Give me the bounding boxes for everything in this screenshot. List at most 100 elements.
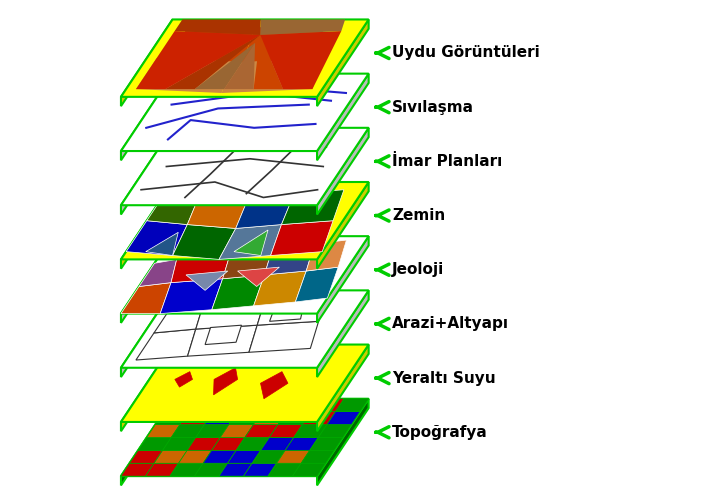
- Polygon shape: [317, 19, 369, 106]
- Polygon shape: [147, 424, 180, 437]
- Polygon shape: [165, 35, 260, 89]
- Polygon shape: [236, 194, 294, 228]
- Polygon shape: [245, 424, 278, 437]
- Polygon shape: [154, 450, 187, 463]
- Text: İmar Planları: İmar Planları: [392, 154, 502, 169]
- Polygon shape: [234, 230, 268, 255]
- Polygon shape: [260, 372, 288, 399]
- Polygon shape: [188, 194, 249, 228]
- Polygon shape: [196, 424, 229, 437]
- Polygon shape: [129, 450, 163, 463]
- Polygon shape: [121, 345, 369, 422]
- Polygon shape: [252, 450, 285, 463]
- Polygon shape: [249, 321, 318, 352]
- Polygon shape: [200, 182, 251, 198]
- Polygon shape: [301, 450, 334, 463]
- Polygon shape: [188, 325, 257, 356]
- Polygon shape: [145, 463, 179, 476]
- Polygon shape: [336, 399, 369, 412]
- Polygon shape: [294, 424, 327, 437]
- Polygon shape: [174, 19, 261, 35]
- Polygon shape: [257, 294, 327, 325]
- Polygon shape: [195, 43, 255, 89]
- Polygon shape: [285, 437, 318, 450]
- Polygon shape: [171, 251, 231, 282]
- Polygon shape: [295, 267, 338, 302]
- Text: Zemin: Zemin: [392, 208, 445, 223]
- Polygon shape: [260, 31, 341, 89]
- Polygon shape: [268, 463, 301, 476]
- Polygon shape: [180, 412, 213, 424]
- Polygon shape: [222, 58, 324, 93]
- Polygon shape: [179, 450, 212, 463]
- Polygon shape: [160, 279, 222, 314]
- Polygon shape: [238, 399, 270, 412]
- Polygon shape: [310, 437, 343, 450]
- Polygon shape: [121, 236, 369, 314]
- Polygon shape: [249, 182, 294, 198]
- Polygon shape: [317, 128, 369, 214]
- Polygon shape: [311, 399, 344, 412]
- Polygon shape: [176, 27, 256, 62]
- Polygon shape: [317, 290, 369, 377]
- Polygon shape: [196, 298, 265, 329]
- Polygon shape: [121, 128, 369, 205]
- Polygon shape: [277, 450, 310, 463]
- Polygon shape: [121, 399, 369, 476]
- Polygon shape: [163, 437, 196, 450]
- Polygon shape: [254, 35, 283, 89]
- Text: Topoğrafya: Topoğrafya: [392, 425, 488, 440]
- Polygon shape: [317, 182, 369, 269]
- Polygon shape: [121, 463, 154, 476]
- Polygon shape: [302, 412, 336, 424]
- Polygon shape: [121, 182, 172, 269]
- Polygon shape: [261, 437, 294, 450]
- Polygon shape: [147, 190, 200, 225]
- Polygon shape: [136, 329, 196, 360]
- Polygon shape: [270, 306, 303, 321]
- Polygon shape: [236, 437, 269, 450]
- Polygon shape: [265, 244, 315, 275]
- Polygon shape: [177, 236, 231, 259]
- Polygon shape: [188, 399, 222, 412]
- Polygon shape: [270, 236, 315, 248]
- Polygon shape: [213, 399, 246, 412]
- Polygon shape: [306, 240, 347, 271]
- Polygon shape: [186, 271, 228, 290]
- Polygon shape: [121, 282, 171, 314]
- Polygon shape: [220, 424, 254, 437]
- Polygon shape: [121, 290, 369, 368]
- Polygon shape: [121, 399, 172, 486]
- Text: Sıvılaşma: Sıvılaşma: [392, 100, 474, 115]
- Text: Arazi+Altyapı: Arazi+Altyapı: [392, 317, 509, 331]
- Text: Yeraltı Suyu: Yeraltı Suyu: [392, 371, 496, 386]
- Polygon shape: [260, 19, 345, 35]
- Polygon shape: [187, 437, 220, 450]
- Polygon shape: [121, 182, 369, 259]
- Polygon shape: [238, 267, 279, 286]
- Polygon shape: [224, 43, 255, 89]
- Polygon shape: [242, 27, 324, 62]
- Polygon shape: [126, 221, 188, 255]
- Polygon shape: [286, 399, 320, 412]
- Polygon shape: [214, 368, 238, 395]
- Polygon shape: [121, 19, 172, 106]
- Polygon shape: [254, 412, 286, 424]
- Polygon shape: [270, 221, 333, 255]
- Polygon shape: [139, 259, 177, 286]
- Polygon shape: [121, 73, 369, 151]
- Polygon shape: [262, 399, 295, 412]
- Polygon shape: [136, 31, 260, 89]
- Polygon shape: [121, 290, 172, 377]
- Polygon shape: [317, 236, 369, 323]
- Polygon shape: [145, 232, 178, 255]
- Polygon shape: [164, 399, 197, 412]
- Polygon shape: [136, 58, 235, 93]
- Polygon shape: [278, 412, 311, 424]
- Polygon shape: [244, 463, 277, 476]
- Polygon shape: [254, 271, 306, 306]
- Polygon shape: [121, 73, 172, 160]
- Polygon shape: [205, 325, 241, 345]
- Polygon shape: [172, 424, 204, 437]
- Polygon shape: [281, 190, 344, 225]
